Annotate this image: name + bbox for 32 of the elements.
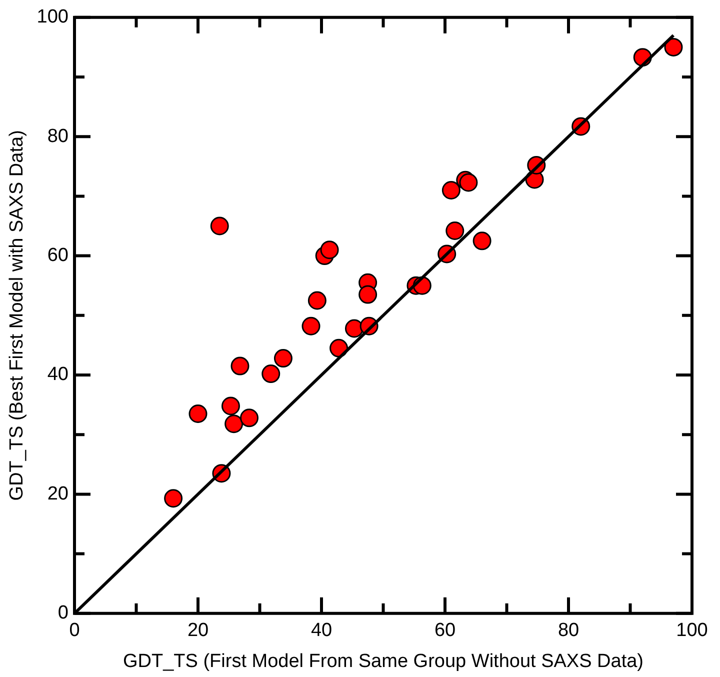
x-tick-label: 100	[676, 620, 708, 642]
point	[224, 414, 244, 434]
y-tick-label: 20	[47, 483, 68, 504]
point	[344, 319, 364, 338]
point	[442, 180, 460, 200]
point	[472, 232, 492, 250]
x-tick-label: 80	[558, 620, 580, 642]
y-tick-label: 60	[47, 245, 68, 266]
x-tick-label: 20	[187, 620, 209, 642]
y-axis-title: GDT_TS (Best First Model with SAXS Data)	[6, 130, 28, 501]
point	[240, 408, 259, 428]
y-tick-label: 0	[58, 602, 68, 624]
x-tick-label: 60	[434, 620, 456, 642]
point	[320, 240, 339, 260]
point	[262, 364, 280, 384]
point	[459, 173, 478, 192]
y-tick-label: 100	[36, 6, 68, 28]
point	[164, 489, 183, 508]
point	[664, 38, 683, 56]
point	[302, 316, 320, 336]
y-tick-label: 80	[47, 126, 68, 147]
x-tick-label: 40	[310, 620, 332, 642]
point	[446, 222, 464, 240]
point	[188, 404, 208, 423]
point	[221, 396, 240, 416]
point	[274, 349, 292, 368]
x-axis-title: GDT_TS (First Model From Same Group Without SAXS Data)	[122, 650, 644, 672]
y-tick-label: 40	[47, 364, 68, 386]
point	[230, 356, 250, 376]
point	[210, 216, 229, 236]
point	[358, 285, 378, 304]
point	[308, 291, 326, 310]
